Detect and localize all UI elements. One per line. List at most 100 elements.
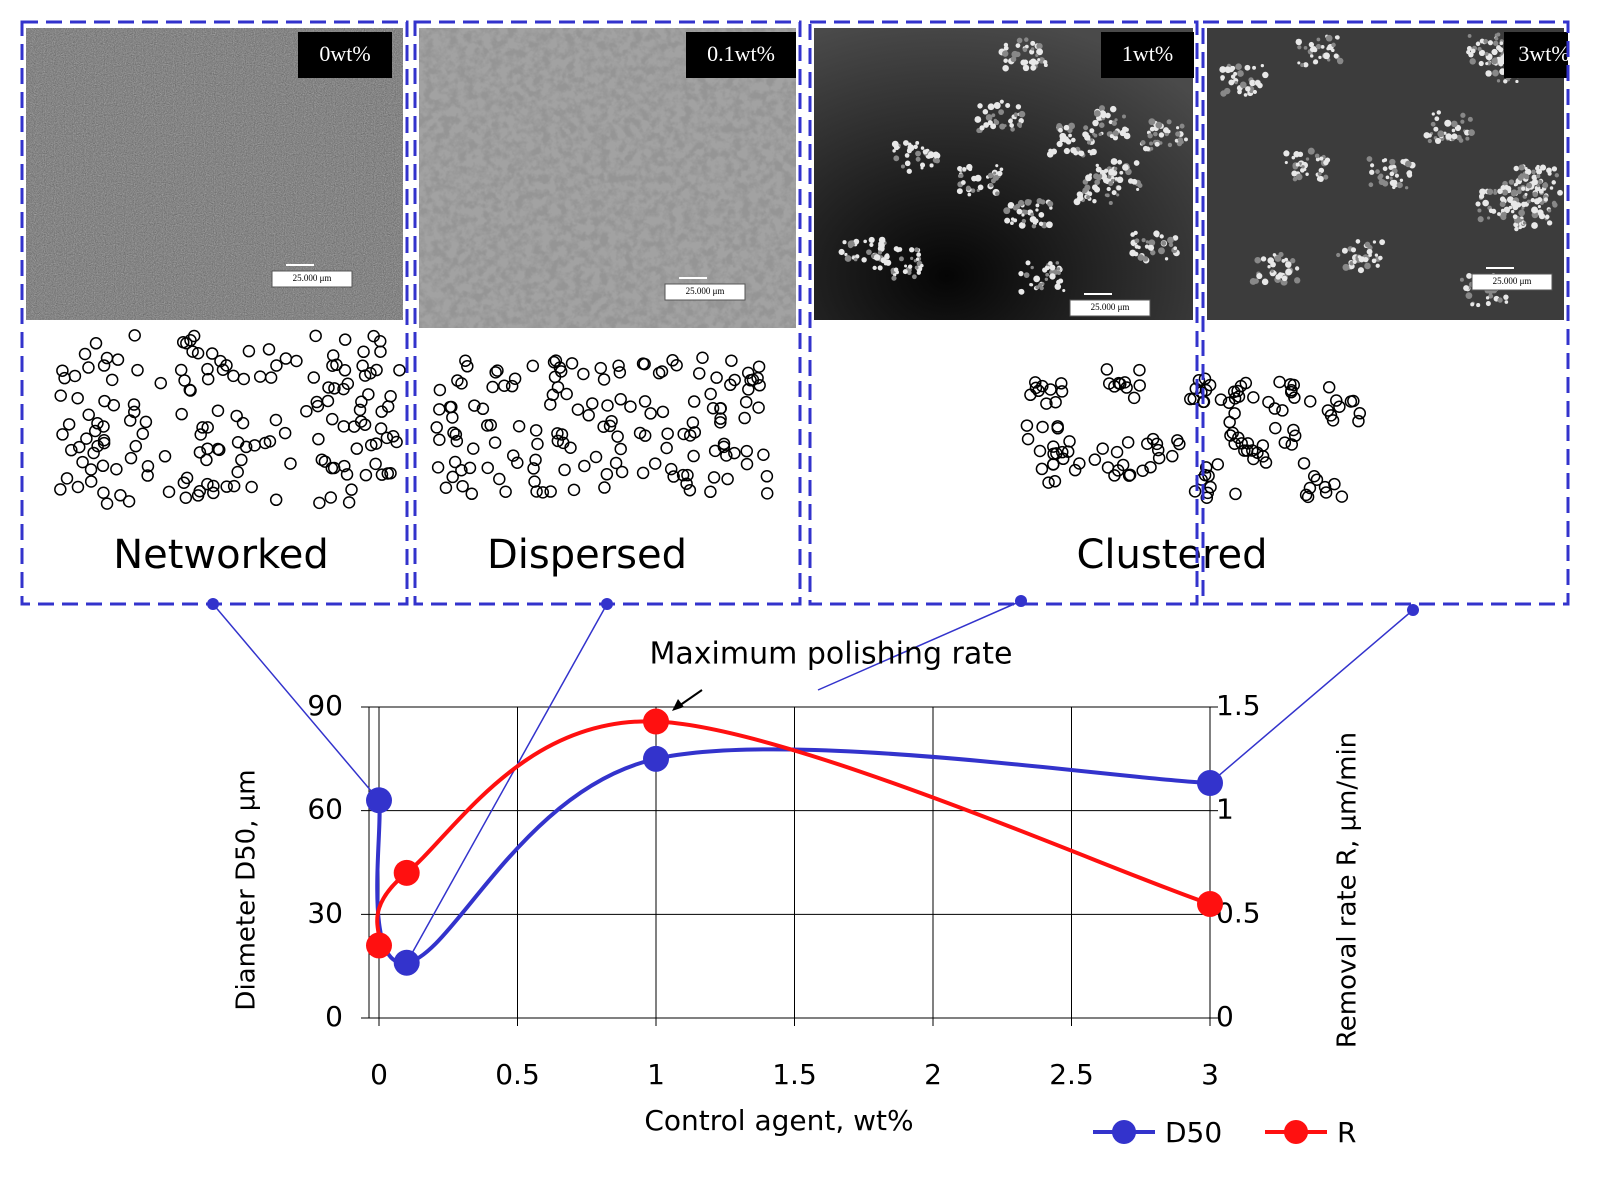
particle-cluster	[1098, 105, 1106, 112]
annotation: Maximum polishing rate	[650, 637, 1013, 672]
particle-cluster	[902, 269, 908, 275]
particle-cluster	[962, 167, 967, 172]
particle-cluster	[1021, 218, 1027, 224]
schematic-particle	[589, 450, 603, 464]
schematic-particle	[207, 479, 220, 493]
particle-cluster	[1515, 79, 1519, 84]
particle-cluster	[1531, 206, 1539, 214]
schematic-particle	[136, 427, 150, 441]
particle-cluster	[904, 160, 911, 167]
schematic-particle	[752, 360, 766, 373]
schematic-particle	[1285, 438, 1299, 451]
particle-cluster	[904, 264, 908, 268]
schematic-particle	[463, 461, 477, 475]
schematic-particle	[269, 493, 283, 507]
data-point	[393, 949, 420, 976]
schematic-particle	[433, 403, 446, 416]
panel-frame	[808, 20, 1199, 606]
particle-cluster	[1297, 151, 1304, 158]
particle-cluster	[1537, 179, 1543, 185]
particle-cluster	[1537, 197, 1543, 203]
particle-cluster	[1018, 221, 1026, 229]
morphology-label: Dispersed	[487, 532, 687, 578]
schematic-particle	[338, 364, 352, 377]
schematic-particle	[278, 426, 292, 440]
particle-cluster	[1015, 104, 1022, 110]
schematic-particle	[644, 407, 657, 420]
data-point	[1197, 770, 1223, 797]
schematic-particle	[529, 424, 543, 437]
schematic-particle	[328, 382, 341, 395]
schematic-particle	[158, 450, 172, 463]
schematic-particle	[720, 449, 733, 462]
schematic-particle	[448, 455, 462, 469]
particle-cluster	[1445, 133, 1452, 140]
schematic-particle	[1150, 437, 1164, 451]
schematic-particle	[1042, 476, 1055, 489]
particle-cluster	[993, 118, 998, 123]
particle-cluster	[999, 99, 1004, 104]
schematic-particle	[1344, 395, 1358, 408]
particle-cluster	[1220, 90, 1227, 97]
particle-cluster	[1018, 271, 1024, 277]
particle-cluster	[1050, 148, 1058, 155]
schematic-particle	[89, 337, 103, 350]
schematic-particle	[1101, 461, 1115, 474]
schematic-particle	[578, 459, 591, 473]
particle-cluster	[1460, 119, 1465, 124]
particle-cluster	[1090, 148, 1097, 156]
particle-cluster	[1243, 93, 1248, 97]
schematic-particle	[322, 381, 335, 394]
schematic-particle	[154, 376, 167, 390]
y-axis-label: Diameter D50, µm	[232, 769, 262, 1010]
schematic-particle	[211, 442, 225, 456]
particle-cluster	[1103, 168, 1109, 173]
particle-cluster	[1537, 205, 1541, 209]
particle-cluster	[1389, 179, 1397, 187]
schematic-particle	[1303, 481, 1317, 495]
particle-cluster	[991, 113, 996, 118]
legend-marker	[1284, 1120, 1308, 1144]
particle-cluster	[1514, 182, 1519, 187]
particle-cluster	[911, 274, 917, 280]
particle-cluster	[1062, 136, 1069, 143]
schematic-particle	[174, 363, 188, 377]
schematic-particle	[258, 436, 272, 450]
particle-cluster	[1108, 168, 1116, 176]
particle-cluster	[1100, 173, 1108, 180]
particle-cluster	[1536, 184, 1540, 188]
schematic-particle	[384, 467, 397, 480]
particle-cluster	[1492, 57, 1498, 63]
particle-cluster	[1033, 275, 1041, 283]
particle-cluster	[1055, 261, 1060, 265]
schematic-particle	[565, 357, 579, 370]
schematic-particle	[481, 419, 494, 432]
particle-cluster	[1092, 119, 1099, 127]
schematic-particle	[582, 409, 595, 422]
particle-cluster	[914, 265, 919, 270]
x-tick-label: 0.5	[495, 1058, 540, 1091]
schematic-particle	[1029, 381, 1043, 395]
schematic-particle	[264, 371, 278, 384]
schematic-particle	[465, 487, 479, 501]
particle-cluster	[1219, 66, 1227, 73]
schematic-particle	[141, 460, 155, 473]
particle-cluster	[1133, 230, 1138, 236]
particle-cluster	[1485, 62, 1489, 66]
particle-cluster	[1508, 205, 1513, 210]
particle-cluster	[842, 240, 847, 245]
particle-cluster	[844, 252, 848, 257]
particle-cluster	[1513, 165, 1520, 172]
particle-cluster	[1488, 289, 1493, 295]
particle-cluster	[877, 265, 883, 271]
particle-cluster	[1493, 190, 1498, 195]
schematic-particle	[530, 485, 543, 498]
schematic-particle	[1268, 402, 1282, 415]
particle-cluster	[893, 267, 899, 273]
connector-dot	[1407, 604, 1419, 616]
particle-cluster	[1048, 148, 1053, 153]
particle-cluster	[1463, 285, 1469, 291]
particle-cluster	[965, 185, 971, 191]
particle-cluster	[913, 144, 918, 150]
schematic-particle	[1040, 397, 1053, 410]
